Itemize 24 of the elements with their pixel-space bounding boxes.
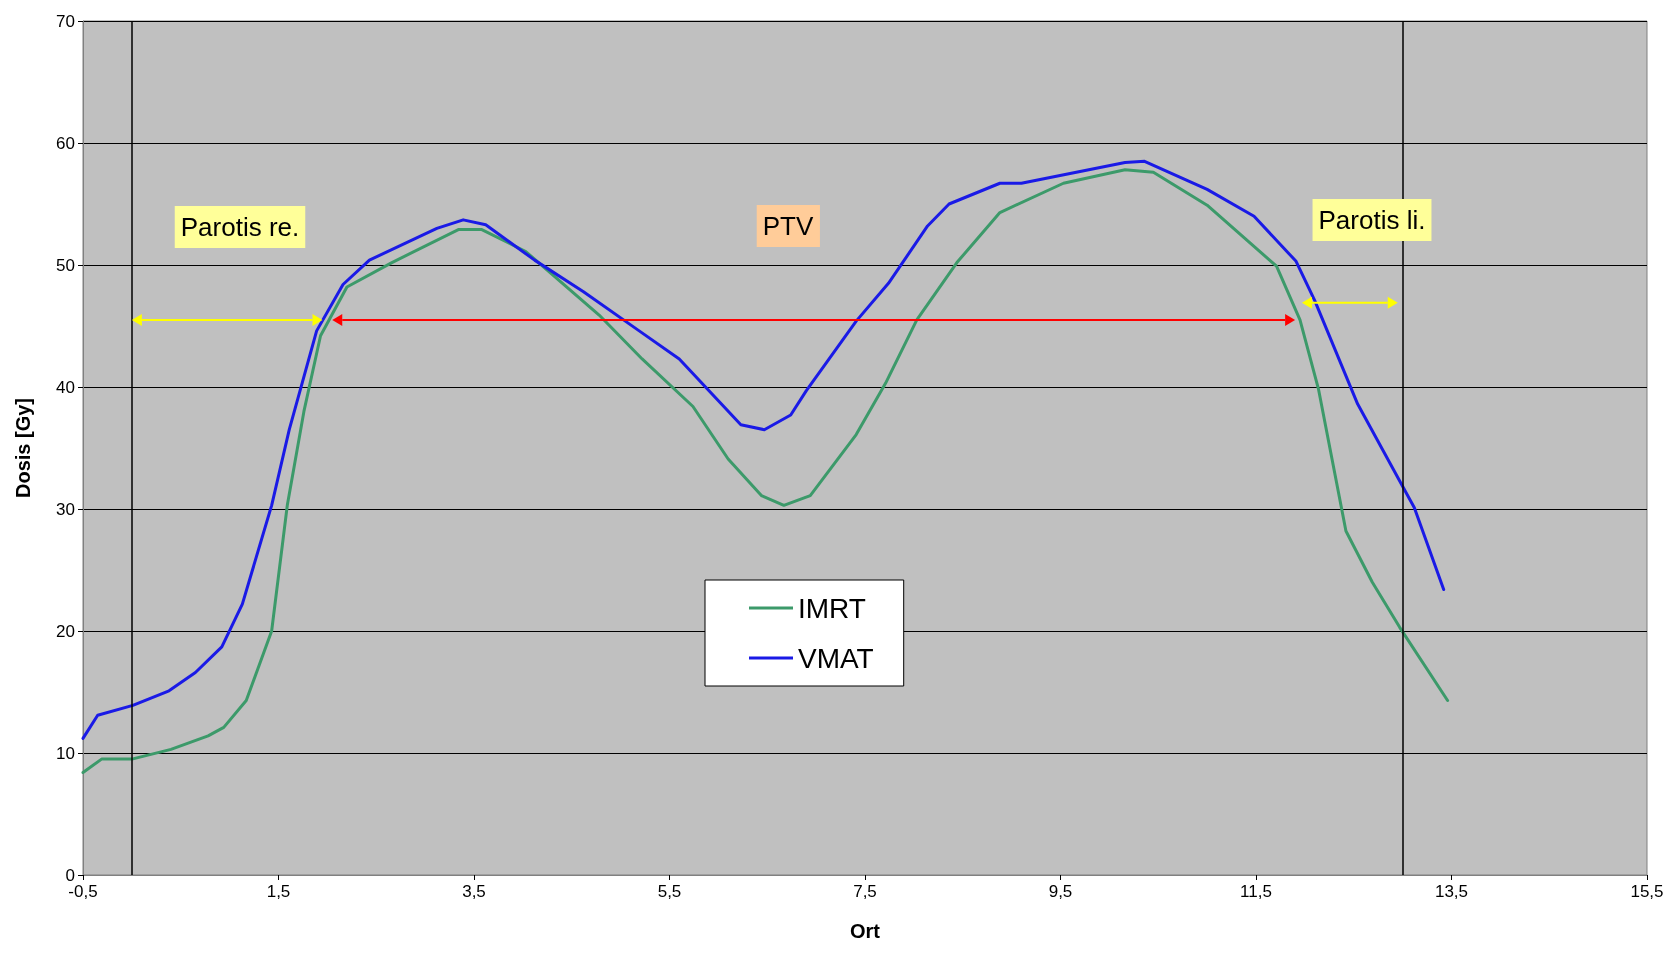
y-axis-title: Dosis [Gy] xyxy=(12,397,34,499)
x-tick-label: -0,5 xyxy=(68,882,98,901)
x-tick-label: 11,5 xyxy=(1240,882,1272,901)
y-tick-label: 20 xyxy=(56,621,75,641)
annotation: Parotis li. xyxy=(1318,205,1426,235)
annotation: PTV xyxy=(762,211,814,241)
x-tick-label: 15,5 xyxy=(1630,882,1664,901)
x-axis-title: Ort xyxy=(850,920,881,942)
y-tick-label: 30 xyxy=(56,499,75,519)
y-tick-label: 10 xyxy=(56,743,75,763)
y-tick-label: 50 xyxy=(56,255,75,275)
y-tick-label: 60 xyxy=(56,133,75,153)
y-tick-label: 70 xyxy=(56,11,75,31)
x-tick-label: 3,5 xyxy=(462,882,486,901)
x-tick-label: 1,5 xyxy=(266,882,291,901)
annotation: Parotis re. xyxy=(180,212,300,242)
x-tick-label: 5,5 xyxy=(657,882,682,901)
x-tick-label: 9,5 xyxy=(1048,882,1073,901)
y-tick-label: 0 xyxy=(65,865,75,885)
legend-label: VMAT xyxy=(798,642,874,674)
x-tick-label: 7,5 xyxy=(853,882,877,901)
x-tick-label: 13,5 xyxy=(1434,882,1469,901)
y-tick-label: 40 xyxy=(56,377,75,397)
legend-label: IMRT xyxy=(798,592,866,624)
